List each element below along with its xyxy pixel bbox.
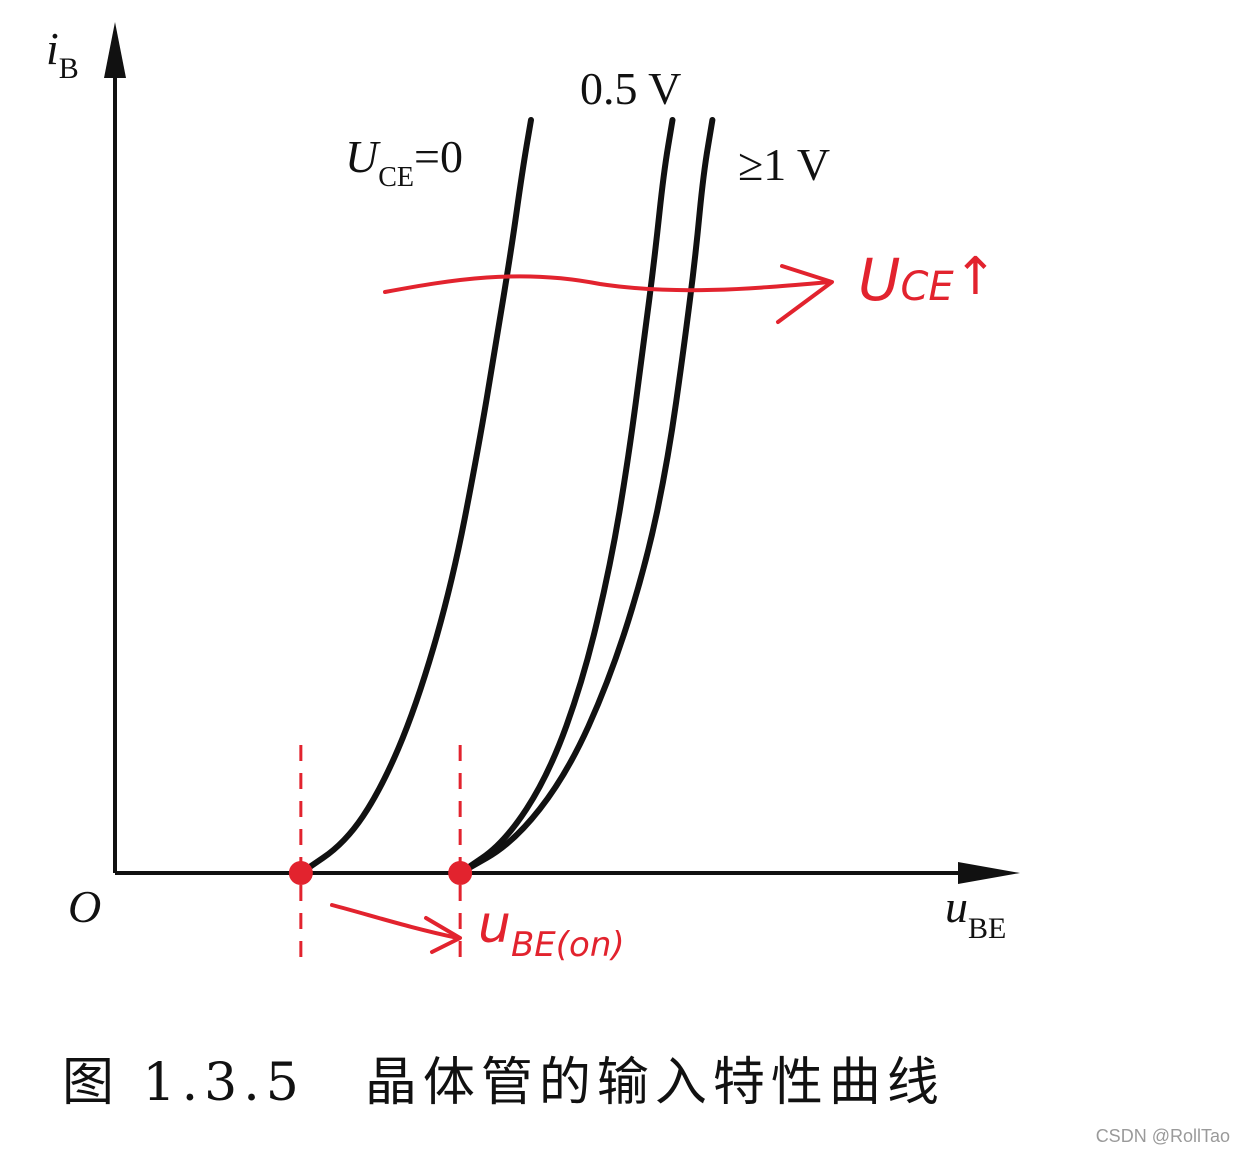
- series-label-1v: ≥1 V: [738, 139, 830, 190]
- series-labels: UCE=0 0.5 V ≥1 V: [345, 63, 830, 193]
- x-axis-label: uBE: [945, 881, 1006, 945]
- y-axis-label: iB: [46, 23, 79, 85]
- threshold-annotation-label: uBE(on): [478, 895, 625, 965]
- threshold-arrow: [330, 903, 460, 940]
- series-line-uce0: [297, 117, 534, 876]
- origin-label: O: [68, 881, 101, 932]
- axis-labels: iB uBE O: [46, 23, 1006, 945]
- axes: [104, 22, 1020, 884]
- threshold-dot-end: [448, 861, 473, 885]
- figure-title: 晶体管的输入特性曲线: [364, 1053, 945, 1113]
- series-group: [297, 117, 716, 876]
- watermark: CSDN @RollTao: [1095, 1126, 1230, 1146]
- figure-caption: 图 1.3.5 晶体管的输入特性曲线: [62, 1040, 1005, 1115]
- series-line-05v: [457, 117, 676, 876]
- series-label-uce0: UCE=0: [345, 131, 463, 193]
- figure-number: 图 1.3.5: [62, 1053, 305, 1113]
- x-axis-label-sub: BE: [968, 912, 1006, 945]
- threshold-arrow-head: [424, 916, 462, 954]
- y-axis-label-sub: B: [59, 52, 79, 85]
- series-line-1v: [457, 117, 716, 876]
- handwritten-annotations: UCE↑ uBE(on): [288, 246, 997, 968]
- y-axis-arrow: [104, 22, 126, 78]
- shift-annotation-label: UCE↑: [858, 246, 997, 314]
- threshold-dot-start: [288, 861, 313, 885]
- series-label-05v: 0.5 V: [580, 63, 681, 114]
- series-label-uce0-sub: CE: [378, 162, 414, 193]
- shift-arrow: [383, 274, 832, 294]
- shift-arrow-head: [776, 264, 834, 324]
- x-axis-arrow: [958, 862, 1020, 884]
